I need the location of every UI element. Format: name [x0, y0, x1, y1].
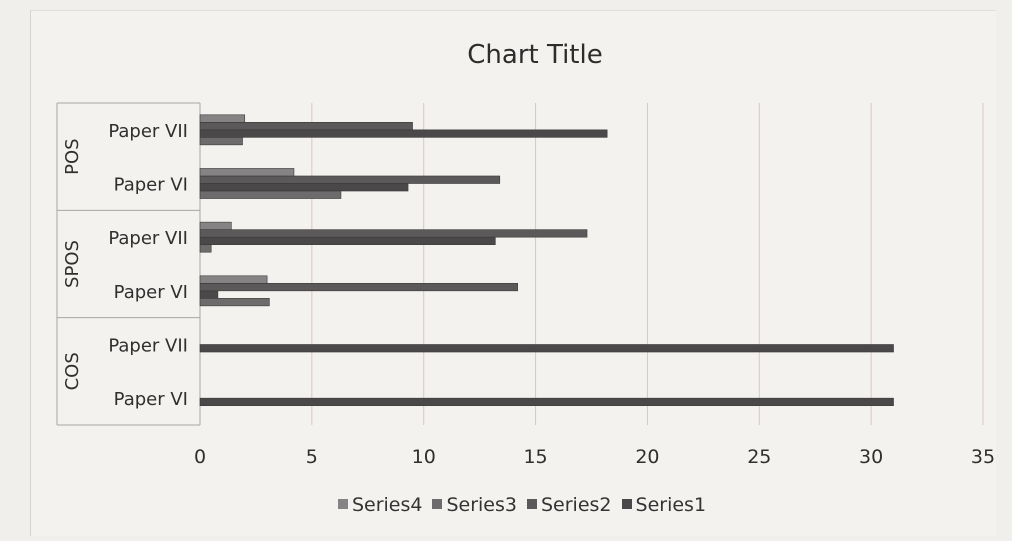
bar-series3-pos-paper-vii: [199, 137, 243, 146]
legend-label-series4: Series4: [351, 494, 423, 516]
group-label-spos: SPOS: [62, 240, 83, 288]
x-tick-label-35: 35: [971, 446, 995, 468]
x-tick-label-15: 15: [523, 446, 547, 468]
category-label-pos-paper-vi: Paper VI: [114, 175, 188, 196]
bar-series4-spos-paper-vi: [199, 275, 268, 284]
bar-series1-spos-paper-vii: [199, 236, 496, 245]
x-tick-label-20: 20: [635, 446, 659, 468]
bar-series3-pos-paper-vi: [199, 190, 342, 199]
x-tick-label-0: 0: [194, 446, 206, 468]
bar-series1-pos-paper-vi: [199, 183, 409, 192]
bar-series4-pos-paper-vi: [199, 168, 295, 177]
bar-series3-spos-paper-vii: [199, 244, 212, 253]
bar-series1-spos-paper-vi: [199, 290, 219, 299]
bar-series1-cos-paper-vi: [199, 397, 894, 406]
legend-item-series4: Series4: [337, 494, 423, 516]
bar-series4-spos-paper-vii: [199, 221, 232, 230]
bar-series2-spos-paper-vii: [199, 229, 588, 238]
legend-label-series1: Series1: [635, 494, 707, 516]
x-tick-label-10: 10: [412, 446, 436, 468]
bar-series1-pos-paper-vii: [199, 129, 608, 138]
x-tick-label-30: 30: [859, 446, 883, 468]
legend-item-series3: Series3: [432, 494, 517, 516]
category-label-spos-paper-vi: Paper VI: [114, 282, 188, 303]
group-label-cos: COS: [62, 352, 83, 390]
legend-swatch-series1: [621, 498, 632, 509]
legend-swatch-series2: [527, 498, 537, 509]
bar-series1-cos-paper-vii: [199, 344, 894, 353]
legend-label-series3: Series3: [446, 494, 517, 516]
group-label-pos: POS: [62, 138, 83, 174]
legend-swatch-series3: [432, 498, 443, 509]
chart-frame: [30, 10, 996, 536]
legend-swatch-series4: [337, 498, 348, 509]
x-tick-label-5: 5: [306, 446, 318, 468]
bar-series2-pos-paper-vii: [199, 122, 413, 131]
legend-label-series2: Series2: [541, 494, 612, 516]
bar-series2-pos-paper-vi: [199, 175, 501, 184]
bar-series3-spos-paper-vi: [199, 298, 270, 307]
category-label-cos-paper-vi: Paper VI: [114, 389, 188, 410]
bar-series2-spos-paper-vi: [199, 283, 518, 292]
chart-legend: Series4 Series3 Series2 Series1: [0, 494, 1012, 516]
chart-title: Chart Title: [467, 40, 603, 70]
category-label-cos-paper-vii: Paper VII: [108, 336, 188, 357]
category-label-spos-paper-vii: Paper VII: [108, 228, 188, 249]
legend-item-series2: Series2: [527, 494, 612, 516]
category-label-pos-paper-vii: Paper VII: [108, 121, 188, 142]
bar-series4-pos-paper-vii: [199, 114, 246, 123]
x-tick-label-25: 25: [747, 446, 771, 468]
legend-item-series1: Series1: [621, 494, 707, 516]
